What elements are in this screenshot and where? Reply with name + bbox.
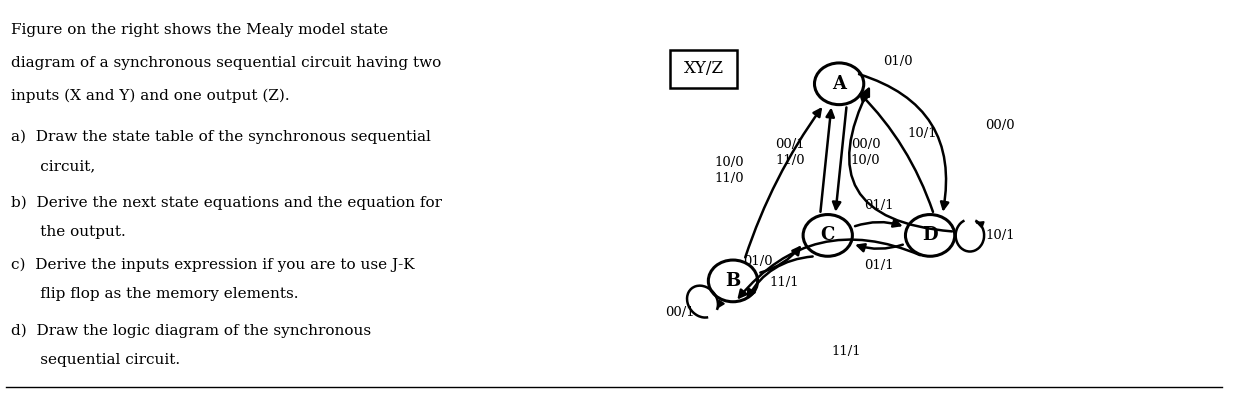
Text: 01/1: 01/1 — [864, 259, 893, 272]
FancyBboxPatch shape — [670, 50, 737, 88]
Text: circuit,: circuit, — [11, 159, 95, 173]
Text: d)  Draw the logic diagram of the synchronous: d) Draw the logic diagram of the synchro… — [11, 324, 371, 338]
Text: 10/0
11/0: 10/0 11/0 — [714, 156, 744, 186]
Text: 11/1: 11/1 — [832, 344, 861, 358]
Text: XY/Z: XY/Z — [684, 60, 723, 77]
Text: 10/1: 10/1 — [986, 229, 1016, 242]
Text: a)  Draw the state table of the synchronous sequential: a) Draw the state table of the synchrono… — [11, 129, 431, 144]
Text: D: D — [922, 226, 938, 245]
Text: 01/0: 01/0 — [743, 255, 772, 269]
Text: the output.: the output. — [11, 225, 126, 239]
Text: 01/1: 01/1 — [864, 199, 893, 211]
Text: 00/0: 00/0 — [986, 119, 1016, 132]
Text: inputs (X and Y) and one output (Z).: inputs (X and Y) and one output (Z). — [11, 89, 290, 103]
Text: b)  Derive the next state equations and the equation for: b) Derive the next state equations and t… — [11, 196, 442, 210]
Text: 01/0: 01/0 — [884, 55, 913, 67]
Text: sequential circuit.: sequential circuit. — [11, 354, 180, 367]
Text: 00/1: 00/1 — [665, 306, 695, 320]
Text: diagram of a synchronous sequential circuit having two: diagram of a synchronous sequential circ… — [11, 56, 441, 70]
Text: A: A — [832, 75, 847, 93]
Text: C: C — [821, 226, 835, 245]
Text: c)  Derive the inputs expression if you are to use J-K: c) Derive the inputs expression if you a… — [11, 258, 415, 272]
Text: 00/0
10/0: 00/0 10/0 — [850, 138, 881, 166]
Text: Figure on the right shows the Mealy model state: Figure on the right shows the Mealy mode… — [11, 23, 387, 37]
Text: 10/1: 10/1 — [908, 126, 938, 140]
Text: B: B — [726, 272, 740, 290]
Text: 11/1: 11/1 — [769, 276, 798, 289]
Text: flip flop as the memory elements.: flip flop as the memory elements. — [11, 287, 299, 301]
Text: 00/1
11/0: 00/1 11/0 — [775, 138, 805, 166]
